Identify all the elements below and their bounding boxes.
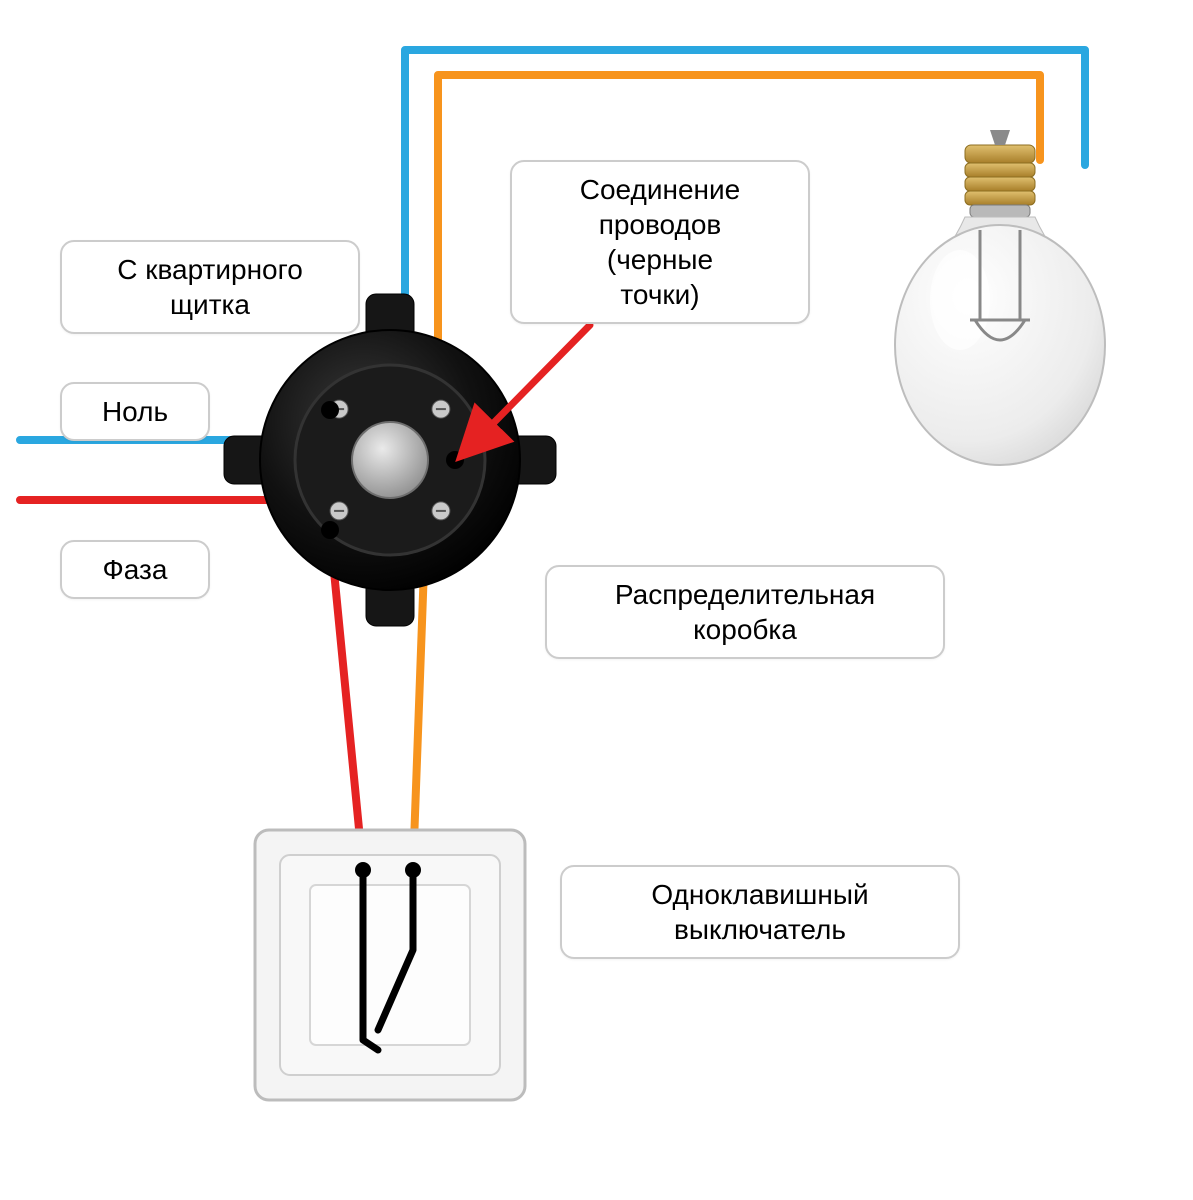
junction-box-screws bbox=[330, 400, 450, 520]
screw-icon bbox=[432, 400, 450, 418]
junction-dot-phase-out bbox=[446, 451, 464, 469]
label-from-panel: С квартирного щитка bbox=[60, 240, 360, 334]
wall-switch bbox=[255, 830, 525, 1100]
switch-terminal-left bbox=[355, 862, 371, 878]
junction-box bbox=[224, 294, 556, 626]
label-junction-points: Соединение проводов (черные точки) bbox=[510, 160, 810, 324]
bulb-filament bbox=[970, 230, 1030, 340]
switch-key bbox=[310, 885, 470, 1045]
switch-frame-outer bbox=[255, 830, 525, 1100]
junction-box-inner bbox=[295, 365, 485, 555]
junction-box-port bbox=[508, 436, 556, 484]
junction-box-port bbox=[224, 436, 272, 484]
screw-icon bbox=[432, 502, 450, 520]
junction-dot-phase-in bbox=[321, 521, 339, 539]
pointer-arrow bbox=[465, 325, 590, 452]
light-bulb bbox=[895, 130, 1105, 465]
junction-box-hub bbox=[352, 422, 428, 498]
label-junction-box: Распределительная коробка bbox=[545, 565, 945, 659]
label-switch: Одноклавишный выключатель bbox=[560, 865, 960, 959]
bulb-highlight bbox=[930, 250, 990, 350]
switch-symbol bbox=[363, 870, 413, 1050]
junction-box-port bbox=[366, 578, 414, 626]
bulb-glass bbox=[895, 225, 1105, 465]
junction-box-rim bbox=[260, 330, 520, 590]
junction-box-ports bbox=[224, 294, 556, 626]
bulb-neck bbox=[935, 217, 1065, 265]
junction-dot-neutral bbox=[321, 401, 339, 419]
screw-icon bbox=[330, 400, 348, 418]
label-phase: Фаза bbox=[60, 540, 210, 599]
bulb-base bbox=[965, 130, 1035, 217]
screw-icon bbox=[330, 502, 348, 520]
label-neutral: Ноль bbox=[60, 382, 210, 441]
switch-terminal-right bbox=[405, 862, 421, 878]
junction-box-port bbox=[366, 294, 414, 342]
switch-frame-mid bbox=[280, 855, 500, 1075]
